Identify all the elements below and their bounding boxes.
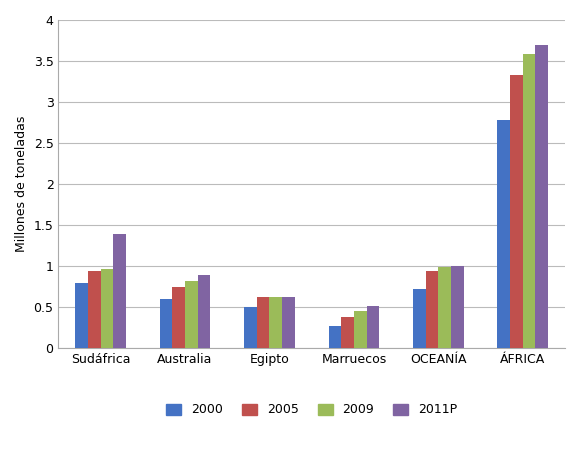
Bar: [354, 310, 367, 348]
Bar: [113, 234, 126, 348]
Bar: [426, 271, 438, 348]
Bar: [270, 297, 282, 348]
Bar: [101, 269, 113, 348]
Bar: [185, 281, 198, 348]
Bar: [367, 307, 379, 348]
Bar: [282, 297, 295, 348]
Bar: [88, 271, 101, 348]
Bar: [75, 283, 88, 348]
Bar: [160, 299, 172, 348]
Bar: [257, 297, 270, 348]
Bar: [172, 287, 185, 348]
Bar: [244, 307, 257, 348]
Bar: [523, 54, 535, 348]
Bar: [341, 317, 354, 348]
Bar: [438, 267, 451, 348]
Bar: [510, 75, 523, 348]
Y-axis label: Millones de toneladas: Millones de toneladas: [15, 116, 28, 252]
Bar: [329, 326, 341, 348]
Bar: [535, 45, 548, 348]
Bar: [198, 275, 211, 348]
Bar: [413, 289, 426, 348]
Bar: [451, 266, 463, 348]
Legend: 2000, 2005, 2009, 2011P: 2000, 2005, 2009, 2011P: [160, 397, 463, 423]
Bar: [498, 120, 510, 348]
